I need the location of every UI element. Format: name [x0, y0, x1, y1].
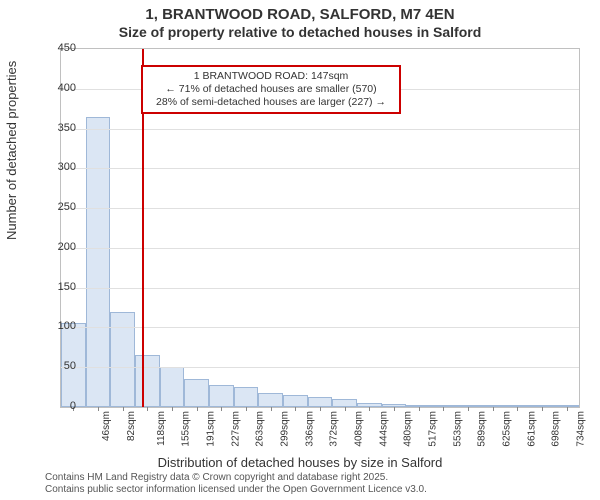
- xtick-label: 480sqm: [403, 411, 414, 447]
- histogram-bar: [308, 397, 333, 407]
- x-axis-label: Distribution of detached houses by size …: [0, 455, 600, 470]
- xtick-mark: [567, 407, 568, 411]
- xtick-mark: [320, 407, 321, 411]
- xtick-mark: [419, 407, 420, 411]
- gridline: [61, 367, 579, 368]
- annotation-box: 1 BRANTWOOD ROAD: 147sqm← 71% of detache…: [141, 65, 401, 114]
- annotation-line-1: 1 BRANTWOOD ROAD: 147sqm: [149, 70, 393, 83]
- histogram-bar: [283, 395, 308, 407]
- credit-line-1: Contains HM Land Registry data © Crown c…: [45, 472, 427, 484]
- gridline: [61, 208, 579, 209]
- xtick-mark: [123, 407, 124, 411]
- ytick-label: 250: [46, 201, 76, 213]
- ytick-label: 100: [46, 320, 76, 332]
- xtick-mark: [172, 407, 173, 411]
- xtick-label: 553sqm: [452, 411, 463, 447]
- xtick-label: 227sqm: [230, 411, 241, 447]
- xtick-label: 661sqm: [526, 411, 537, 447]
- xtick-label: 82sqm: [126, 411, 137, 441]
- histogram-bar: [86, 117, 111, 407]
- annotation-line-2: ← 71% of detached houses are smaller (57…: [149, 83, 393, 96]
- y-axis-label: Number of detached properties: [4, 61, 19, 240]
- histogram-bar: [160, 367, 185, 407]
- ytick-label: 350: [46, 122, 76, 134]
- gridline: [61, 129, 579, 130]
- xtick-label: 589sqm: [477, 411, 488, 447]
- xtick-label: 734sqm: [576, 411, 587, 447]
- xtick-mark: [542, 407, 543, 411]
- xtick-label: 625sqm: [502, 411, 513, 447]
- xtick-label: 118sqm: [156, 411, 167, 446]
- ytick-label: 150: [46, 281, 76, 293]
- xtick-label: 155sqm: [181, 411, 192, 447]
- xtick-label: 263sqm: [255, 411, 266, 447]
- ytick-label: 300: [46, 161, 76, 173]
- xtick-mark: [98, 407, 99, 411]
- xtick-label: 444sqm: [378, 411, 389, 447]
- histogram-bar: [110, 312, 135, 407]
- credit-line-2: Contains public sector information licen…: [45, 484, 427, 496]
- histogram-bar: [258, 393, 283, 407]
- xtick-label: 299sqm: [280, 411, 291, 447]
- xtick-mark: [394, 407, 395, 411]
- gridline: [61, 288, 579, 289]
- xtick-mark: [147, 407, 148, 411]
- chart-plot-area: 46sqm82sqm118sqm155sqm191sqm227sqm263sqm…: [60, 48, 580, 408]
- xtick-mark: [345, 407, 346, 411]
- xtick-mark: [517, 407, 518, 411]
- gridline: [61, 168, 579, 169]
- xtick-label: 46sqm: [101, 411, 112, 441]
- histogram-bar: [234, 387, 259, 407]
- histogram-bar: [135, 355, 160, 407]
- ytick-label: 50: [46, 360, 76, 372]
- xtick-mark: [271, 407, 272, 411]
- gridline: [61, 248, 579, 249]
- xtick-mark: [493, 407, 494, 411]
- xtick-mark: [369, 407, 370, 411]
- ytick-label: 450: [46, 42, 76, 54]
- xtick-mark: [443, 407, 444, 411]
- credit-text: Contains HM Land Registry data © Crown c…: [45, 472, 427, 496]
- xtick-mark: [221, 407, 222, 411]
- xtick-mark: [295, 407, 296, 411]
- xtick-label: 336sqm: [304, 411, 315, 447]
- xtick-label: 517sqm: [428, 411, 439, 447]
- ytick-label: 400: [46, 82, 76, 94]
- xtick-mark: [197, 407, 198, 411]
- xtick-mark: [246, 407, 247, 411]
- page-subtitle: Size of property relative to detached ho…: [0, 24, 600, 40]
- histogram-bar: [209, 385, 234, 407]
- ytick-label: 0: [46, 400, 76, 412]
- page-title: 1, BRANTWOOD ROAD, SALFORD, M7 4EN: [0, 6, 600, 23]
- annotation-line-3: 28% of semi-detached houses are larger (…: [149, 96, 393, 109]
- xtick-label: 372sqm: [329, 411, 340, 447]
- histogram-bar: [184, 379, 209, 407]
- xtick-mark: [468, 407, 469, 411]
- xtick-label: 408sqm: [354, 411, 365, 447]
- gridline: [61, 327, 579, 328]
- xtick-label: 191sqm: [206, 411, 217, 447]
- histogram-bar: [332, 399, 357, 407]
- ytick-label: 200: [46, 241, 76, 253]
- xtick-label: 698sqm: [551, 411, 562, 447]
